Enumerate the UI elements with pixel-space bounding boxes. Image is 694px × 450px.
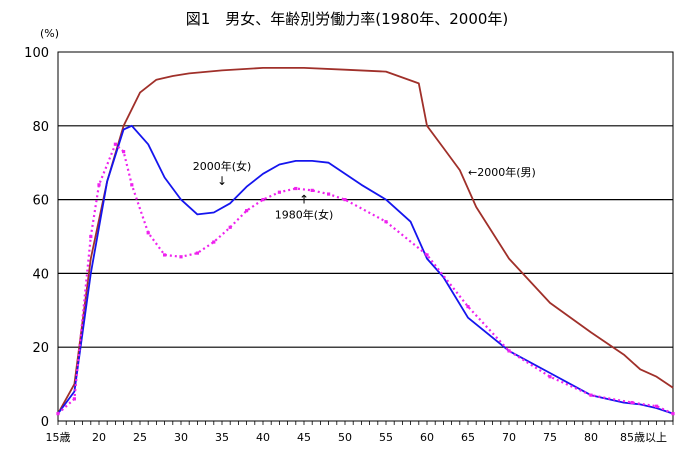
x-tick-label-80: 80 xyxy=(584,431,598,444)
annotation-women-2000: 2000年(女) xyxy=(193,159,252,173)
chart-title: 図1 男女、年齢別労働力率(1980年、2000年) xyxy=(185,10,509,28)
series-point-2 xyxy=(113,142,117,146)
x-tick-label-60: 60 xyxy=(420,431,434,444)
x-tick-label-15: 15歳 xyxy=(46,431,71,444)
annotation-women-1980: 1980年(女) xyxy=(275,208,334,222)
series-point-2 xyxy=(261,198,265,202)
y-tick-label-60: 60 xyxy=(32,194,49,209)
x-tick-label-65: 65 xyxy=(461,431,475,444)
series-point-2 xyxy=(630,400,634,405)
series-point-2 xyxy=(195,251,199,255)
plot-frame xyxy=(57,51,674,422)
x-tick-label-20: 20 xyxy=(92,431,106,444)
series-point-2 xyxy=(89,234,93,239)
series-point-2 xyxy=(97,183,101,187)
series-line-1 xyxy=(57,124,674,415)
series-point-2 xyxy=(425,253,429,257)
series-point-2 xyxy=(277,190,281,194)
x-tick-label-85: 85歳以上 xyxy=(620,431,667,444)
series-point-2 xyxy=(212,240,216,244)
x-tick-label-55: 55 xyxy=(379,431,393,444)
x-tick-label-40: 40 xyxy=(256,431,270,444)
series-line-2 xyxy=(57,143,674,415)
x-tick-label-75: 75 xyxy=(543,431,557,444)
y-axis-unit: (%) xyxy=(40,27,59,40)
series-point-2 xyxy=(589,393,593,397)
series-point-2 xyxy=(179,255,183,259)
series-point-2 xyxy=(327,192,331,196)
series-point-2 xyxy=(343,198,347,202)
series-point-2 xyxy=(146,231,150,235)
series-point-2 xyxy=(130,183,134,187)
annotation-men-2000: ←2000年(男) xyxy=(468,165,536,179)
series-point-2 xyxy=(228,225,232,229)
series-point-2 xyxy=(72,397,76,401)
series-line-0 xyxy=(57,67,674,415)
y-tick-label-40: 40 xyxy=(32,267,49,282)
series-point-2 xyxy=(56,412,60,416)
x-tick-label-35: 35 xyxy=(215,431,229,444)
annotation-women-1980-arrow: ↑ xyxy=(299,193,309,207)
series-point-2 xyxy=(671,412,675,416)
x-tick-label-70: 70 xyxy=(502,431,516,444)
series-point-2 xyxy=(245,209,249,213)
annotation-women-2000-arrow: ↓ xyxy=(217,174,227,188)
series-point-2 xyxy=(507,349,511,353)
x-tick-label-45: 45 xyxy=(297,431,311,444)
series-point-2 xyxy=(163,253,167,257)
series-point-2 xyxy=(384,220,388,224)
series-point-2 xyxy=(294,186,298,191)
x-tick-label-50: 50 xyxy=(338,431,352,444)
series-point-2 xyxy=(548,375,552,379)
y-tick-label-20: 20 xyxy=(32,341,49,356)
series-point-2 xyxy=(655,404,659,408)
series-point-2 xyxy=(310,188,314,192)
series-point-2 xyxy=(466,305,470,309)
series-point-2 xyxy=(122,150,126,154)
y-tick-label-0: 0 xyxy=(41,415,49,430)
y-tick-label-100: 100 xyxy=(24,46,49,61)
y-tick-label-80: 80 xyxy=(32,120,49,135)
x-tick-label-30: 30 xyxy=(174,431,188,444)
x-tick-label-25: 25 xyxy=(133,431,147,444)
